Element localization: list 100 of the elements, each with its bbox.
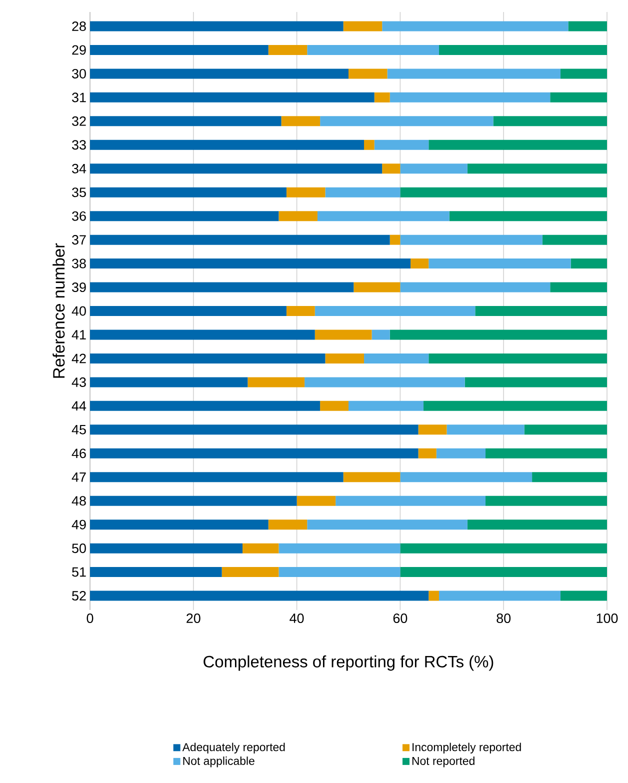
bar	[90, 424, 418, 435]
legend-label: Not applicable	[183, 756, 254, 768]
bar	[550, 282, 608, 292]
bar	[268, 44, 308, 55]
x-tick-label: 60	[393, 614, 408, 624]
bar	[418, 448, 436, 458]
x-tick-label: 100	[596, 614, 618, 624]
bar	[90, 164, 382, 174]
bar	[372, 330, 390, 340]
bar	[90, 330, 315, 340]
bar	[438, 44, 608, 55]
bar	[374, 140, 429, 150]
bar	[90, 21, 344, 32]
bar	[286, 306, 315, 316]
bar	[343, 472, 400, 482]
bar	[90, 282, 354, 292]
y-tick-label: 33	[72, 140, 86, 150]
y-tick-label: 28	[72, 21, 86, 31]
bar	[90, 140, 364, 150]
bar	[268, 520, 308, 530]
y-tick-label: 42	[72, 354, 86, 364]
bar	[570, 258, 608, 269]
bar	[400, 567, 608, 578]
bar	[418, 424, 447, 435]
bar	[364, 353, 429, 364]
x-axis-title: Completeness of reporting for RCTs (%)	[204, 655, 494, 671]
y-tick-label: 31	[72, 92, 86, 102]
bar	[325, 187, 400, 198]
y-tick-label: 37	[72, 235, 86, 245]
bar	[325, 353, 364, 364]
bar	[278, 211, 318, 222]
y-tick-label: 44	[72, 401, 86, 411]
bar	[400, 187, 608, 198]
bar	[532, 472, 608, 482]
bar	[90, 520, 268, 530]
bar	[542, 234, 608, 245]
bar	[304, 377, 465, 388]
bar	[568, 21, 608, 32]
bar	[449, 211, 608, 222]
bar	[314, 306, 476, 316]
bar	[348, 400, 424, 411]
bar	[400, 472, 532, 482]
bar	[428, 353, 608, 364]
y-tick-label: 47	[72, 472, 86, 482]
bar	[278, 567, 400, 578]
bar	[382, 21, 568, 32]
y-tick-label: 39	[72, 282, 86, 292]
bar	[222, 567, 279, 578]
y-tick-label: 36	[72, 211, 86, 221]
bar	[90, 258, 411, 269]
bar	[320, 116, 494, 126]
bar	[390, 330, 608, 340]
bar	[90, 590, 429, 601]
y-tick-label: 43	[72, 377, 86, 387]
y-tick-label: 41	[72, 330, 86, 340]
bar	[423, 400, 608, 411]
y-tick-label: 50	[72, 544, 86, 554]
y-tick-label: 51	[72, 567, 86, 577]
bar	[90, 92, 374, 102]
bar	[486, 496, 608, 506]
x-tick-label: 0	[86, 614, 94, 624]
y-tick-label: 32	[72, 116, 86, 126]
bar	[400, 543, 608, 554]
bar	[428, 140, 608, 150]
bar	[90, 187, 286, 198]
legend-label: Not reported	[412, 756, 474, 768]
bar	[281, 116, 320, 126]
y-tick-label: 52	[72, 591, 86, 601]
bar	[320, 400, 348, 411]
bar	[307, 44, 439, 55]
bar	[400, 164, 468, 174]
bar	[560, 68, 608, 79]
bar	[90, 543, 243, 554]
bar	[428, 590, 439, 601]
legend-label: Adequately reported	[182, 742, 285, 754]
bar	[248, 377, 305, 388]
bar	[90, 353, 326, 364]
bar	[464, 377, 608, 388]
bar	[446, 424, 524, 435]
bar	[90, 472, 344, 482]
bar	[493, 116, 608, 126]
bar	[90, 306, 286, 316]
bar	[90, 116, 282, 126]
y-tick-label: 30	[72, 68, 86, 78]
bar	[374, 92, 390, 102]
y-tick-label: 34	[72, 164, 86, 174]
bar	[550, 92, 608, 102]
legend-label: Incompletely reported	[412, 742, 521, 754]
bar	[410, 258, 429, 269]
bar	[336, 496, 486, 506]
y-tick-label: 45	[72, 424, 86, 434]
bar	[428, 258, 571, 269]
bar	[387, 68, 560, 79]
bar	[278, 543, 400, 554]
bar	[307, 520, 468, 530]
bar	[296, 496, 336, 506]
y-tick-label: 40	[72, 306, 86, 316]
bar	[400, 234, 542, 245]
bar	[560, 590, 608, 601]
bar	[486, 448, 608, 458]
